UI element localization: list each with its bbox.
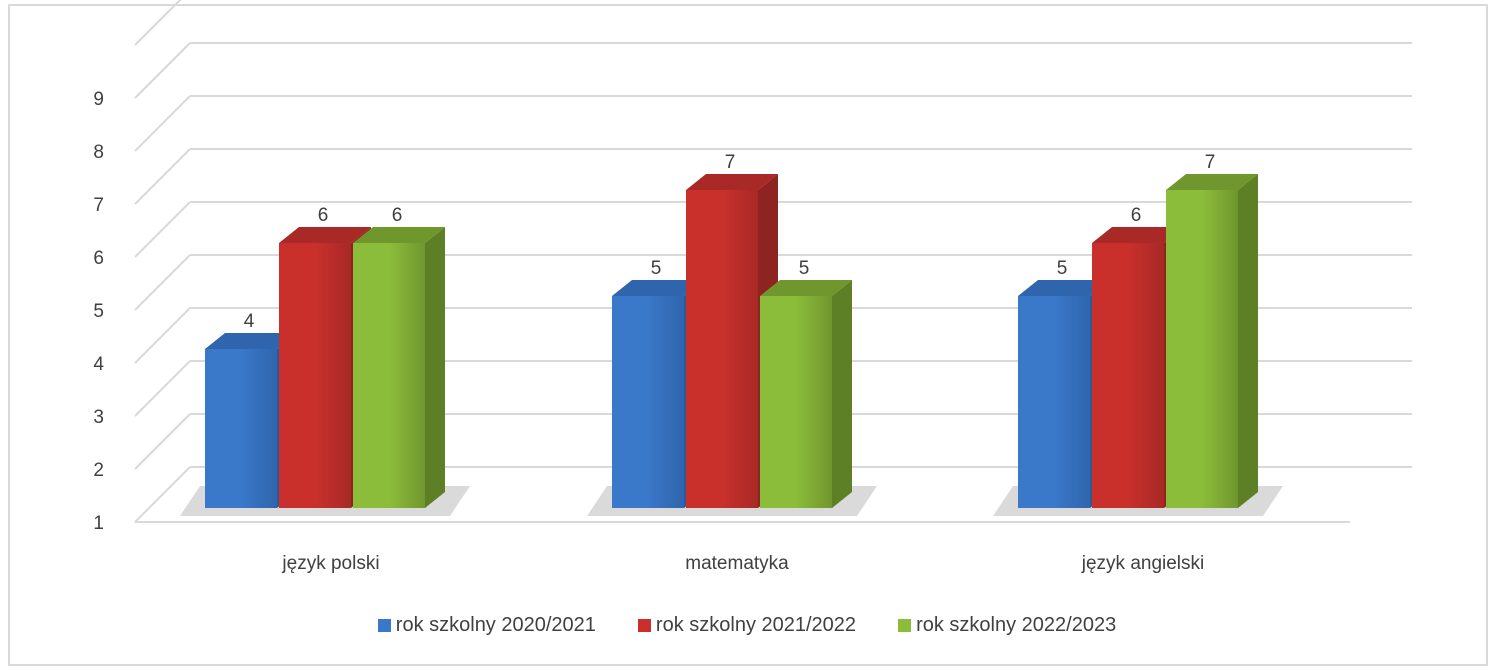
- bar: [353, 243, 425, 508]
- y-tick-label: 8: [93, 142, 104, 163]
- bar-top: [760, 280, 852, 296]
- data-label: 6: [318, 205, 329, 226]
- y-tick-label: 2: [93, 460, 104, 481]
- x-tick-label: język polski: [281, 553, 379, 574]
- legend-item: rok szkolny 2021/2022: [637, 614, 857, 637]
- y-tick-label: 7: [93, 195, 104, 216]
- data-label: 6: [392, 205, 403, 226]
- data-label: 7: [1205, 152, 1216, 173]
- data-label: 7: [725, 152, 736, 173]
- legend-item: rok szkolny 2020/2021: [377, 614, 596, 637]
- y-tick-label: 1: [93, 513, 104, 534]
- bar: [205, 349, 277, 508]
- bar: [1092, 243, 1164, 508]
- bar: [279, 243, 351, 508]
- bar: [612, 296, 684, 508]
- y-axis-ticks: 1 2 3 4 5 6 7 8 9: [93, 89, 104, 534]
- legend-swatch: [637, 619, 651, 632]
- gridline-side: [134, 95, 191, 152]
- bar: [1166, 190, 1238, 508]
- x-axis-ticks: język polski matematyka język angielski: [281, 553, 1204, 574]
- gridline-side: [134, 466, 191, 523]
- gridline-side: [134, 254, 191, 311]
- data-label: 5: [1057, 258, 1068, 279]
- gridline-side: [134, 201, 191, 258]
- data-labels: 4 6 6 5 7 5 5 6 7: [244, 152, 1216, 332]
- bars: [180, 174, 1283, 516]
- y-tick-label: 3: [93, 407, 104, 428]
- legend-swatch: [377, 619, 391, 632]
- bar-top: [205, 333, 297, 349]
- bar: [760, 296, 832, 508]
- data-label: 5: [799, 258, 810, 279]
- bar: [1018, 296, 1090, 508]
- bar-top: [353, 227, 445, 243]
- legend-item: rok szkolny 2022/2023: [898, 614, 1116, 637]
- gridline-side: [134, 42, 191, 99]
- y-tick-label: 4: [93, 354, 104, 375]
- y-tick-label: 9: [93, 89, 104, 110]
- bar-top: [1166, 174, 1258, 190]
- data-label: 4: [244, 311, 255, 332]
- y-tick-label: 6: [93, 248, 104, 269]
- data-label: 6: [1131, 205, 1142, 226]
- legend-label: rok szkolny 2021/2022: [655, 614, 857, 636]
- legend: rok szkolny 2020/2021 rok szkolny 2021/20…: [0, 614, 1494, 637]
- gridline-side: [134, 413, 191, 470]
- bar-top: [279, 227, 371, 243]
- x-tick-label: matematyka: [685, 553, 789, 574]
- bar-top: [1018, 280, 1110, 296]
- data-label: 5: [651, 258, 662, 279]
- bar-side: [425, 227, 445, 508]
- legend-label: rok szkolny 2020/2021: [395, 614, 596, 636]
- bar-top: [612, 280, 704, 296]
- bar-side: [1238, 174, 1258, 508]
- legend-swatch: [898, 619, 912, 632]
- legend-label: rok szkolny 2022/2023: [916, 614, 1117, 636]
- bar: [686, 190, 758, 508]
- gridline-side: [134, 307, 191, 364]
- bar-top: [686, 174, 778, 190]
- gridline-side: [134, 360, 191, 417]
- bar-top: [1092, 227, 1184, 243]
- gridline-side: [134, 0, 182, 46]
- y-tick-label: 5: [93, 301, 104, 322]
- x-tick-label: język angielski: [1081, 553, 1205, 574]
- gridline-side: [134, 148, 191, 205]
- bar-side: [832, 280, 852, 508]
